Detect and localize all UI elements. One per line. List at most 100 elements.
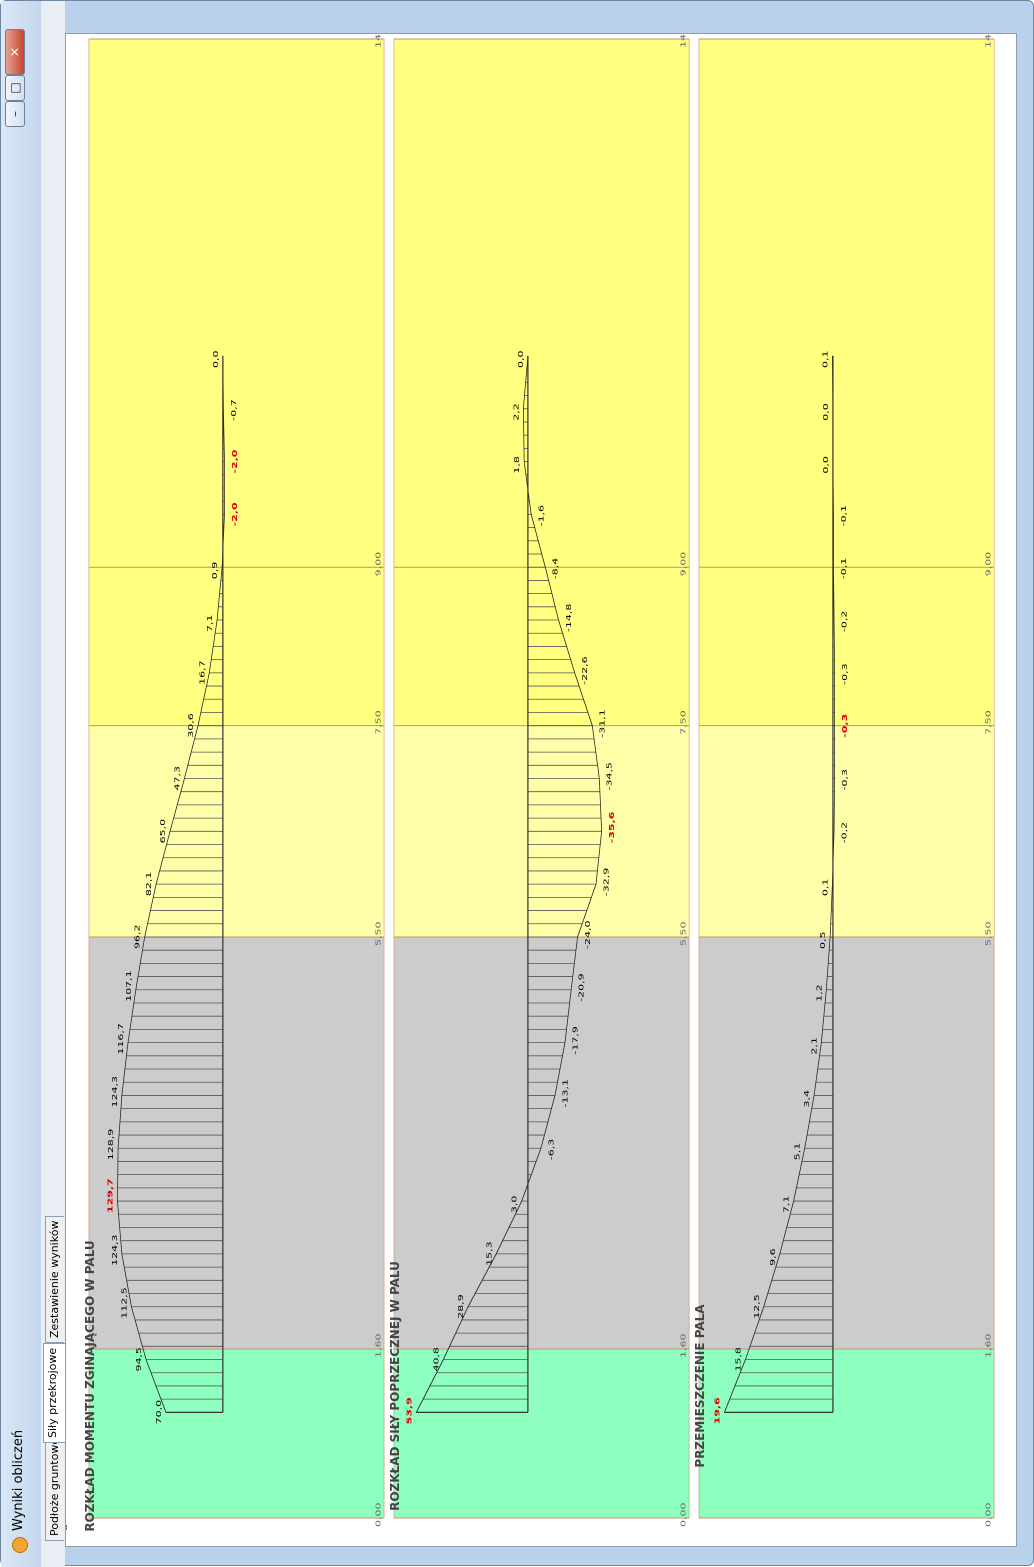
chart-1-data-label: 116,7 [118, 1023, 125, 1055]
chart-2-soil-layer-5 [393, 39, 690, 568]
chart-1-data-label: 16,7 [199, 660, 206, 685]
chart-3-depth-tick-label: 14,00 [985, 34, 992, 48]
chart-1-subtitle: Mmax = 129,7 kNm [66, 1480, 68, 1546]
chart-1-depth-tick-label: 7,50 [375, 710, 382, 735]
chart-1-soil-layer-1 [88, 1348, 385, 1518]
chart-3-soil-layer-3 [699, 725, 995, 937]
chart-3-data-label: 3,4 [804, 1090, 811, 1108]
chart-3-soil-layer-5 [699, 39, 995, 568]
chart-1-data-label: 65,0 [160, 819, 167, 844]
window-title: Wyniki obliczeń [11, 1429, 26, 1531]
tab-bar: Podłoże gruntowe Siły przekrojowe Zestaw… [41, 1, 65, 1567]
chart-1-data-label: 7,1 [207, 615, 214, 632]
minimize-button[interactable]: – [5, 101, 25, 127]
chart-2-data-label: -13,1 [562, 1079, 569, 1107]
charts-canvas: 0,00 1,60 5,50 7,50 9,00 14,00 70,0 94,5 112,5 12… [66, 34, 995, 1546]
charts-group: 0,00 1,60 5,50 7,50 9,00 14,00 70,0 94,5 112,5 12… [66, 34, 995, 1546]
chart-3-data-label: 2,1 [811, 1037, 818, 1054]
chart-2-data-label: 28,9 [458, 1294, 465, 1319]
chart-1-data-label: -2,0 [232, 502, 239, 526]
chart-3-depth-tick-label: 1,60 [985, 1333, 992, 1358]
chart-3-data-label: 12,5 [754, 1294, 761, 1319]
chart-2-data-label: -24,0 [585, 920, 592, 949]
chart-1-data-label: 47,3 [174, 766, 181, 791]
chart-2-data-label: -1,6 [538, 505, 545, 527]
chart-1-data-label: 96,2 [135, 924, 142, 948]
chart-1-depth-tick-label: 9,00 [375, 552, 382, 577]
chart-2-data-label: -6,3 [548, 1139, 555, 1161]
chart-3-depth-tick-label: 7,50 [985, 710, 992, 735]
chart-2-data-label: -32,9 [603, 867, 610, 896]
tab-podloze-gruntowe[interactable]: Podłoże gruntowe [45, 1432, 64, 1541]
chart-3-data-label: -0,3 [842, 714, 849, 738]
chart-3-data-label: 0,0 [823, 403, 830, 421]
chart-3-title: PRZEMIESZCZENIE PALA [693, 1304, 707, 1468]
chart-3-data-label: 7,1 [783, 1196, 790, 1213]
chart-3-depth-tick-label: 5,50 [985, 921, 992, 946]
chart-2-title: ROZKŁAD SIŁY POPRZECZNEJ W PALU [388, 1261, 402, 1511]
chart-3-data-label: 5,1 [795, 1143, 802, 1160]
chart-3-data-label: 0,5 [820, 931, 827, 949]
chart-1-data-label: 124,3 [112, 1076, 119, 1108]
chart-1-data-label: 112,5 [121, 1287, 128, 1319]
chart-3-depth-tick-label: 0,00 [985, 1502, 992, 1527]
chart-2-data-label: 53,9 [406, 1397, 413, 1424]
chart-3-data-label: 1,2 [816, 984, 823, 1001]
chart-2-data-label: 40,8 [433, 1347, 440, 1372]
chart-1-series-line [117, 355, 225, 1413]
chart-3-data-label: 0,1 [822, 350, 829, 367]
chart-3-data-label: -0,3 [842, 769, 849, 791]
chart-1-soil-layer-4 [88, 567, 385, 726]
chart-1-data-label: 70,0 [156, 1400, 163, 1425]
chart-1-data-label: 128,9 [108, 1129, 115, 1161]
chart-1-data-label: 0,9 [212, 562, 219, 580]
chart-3-data-label: -0,3 [842, 663, 849, 685]
close-button[interactable]: ✕ [5, 29, 25, 75]
chart-3-data-label: -0,1 [841, 558, 848, 579]
tab-sily-przekrojowe[interactable]: Siły przekrojowe [43, 1342, 65, 1443]
chart-3-soil-layer-2 [699, 936, 995, 1349]
chart-2-data-label: -34,5 [607, 762, 614, 791]
chart-3-subtitle: Dmax = 19,6 mm [66, 1488, 68, 1546]
chart-2-data-label: -31,1 [599, 709, 606, 737]
chart-1-data-label: 82,1 [146, 872, 153, 896]
chart-2-data-label: -14,8 [566, 603, 573, 632]
chart-2-data-label: 3,0 [512, 1195, 519, 1213]
chart-2-depth-tick-label: 0,00 [680, 1502, 687, 1527]
chart-2-depth-tick-label: 9,00 [680, 552, 687, 577]
chart-1-soil-layer-2 [88, 936, 385, 1349]
chart-2-data-label: -20,9 [578, 973, 585, 1002]
chart-1-data-label: 0,0 [213, 350, 220, 368]
chart-1-data-label: 94,5 [136, 1347, 143, 1372]
chart-2-data-label: -35,6 [609, 812, 616, 844]
chart-2-depth-tick-label: 14,00 [680, 34, 687, 48]
chart-2-soil-layer-1 [393, 1348, 690, 1518]
chart-1-depth-tick-label: 14,00 [375, 34, 382, 48]
chart-2-soil-layer-2 [393, 936, 690, 1349]
chart-2-data-label: 15,3 [486, 1241, 493, 1266]
chart-2-data-label: -8,4 [552, 558, 559, 580]
maximize-button[interactable]: □ [5, 75, 25, 101]
chart-1-data-label: 129,7 [107, 1178, 114, 1213]
chart-1-depth-tick-label: 5,50 [375, 921, 382, 946]
chart-2-data-label: 0,0 [518, 350, 525, 368]
chart-3-data-label: -0,2 [841, 822, 848, 843]
chart-3-soil-layer-4 [699, 567, 995, 726]
chart-2-depth-tick-label: 5,50 [680, 921, 687, 946]
calculator-app-icon [12, 1537, 28, 1553]
chart-3-data-label: 0,0 [823, 456, 830, 474]
chart-2-data-label: -22,6 [582, 656, 589, 685]
chart-1-data-label: 107,1 [126, 970, 133, 1001]
chart-1-soil-layer-5 [88, 39, 385, 568]
chart-3-depth-tick-label: 9,00 [985, 552, 992, 577]
chart-2-series-line [416, 355, 602, 1413]
chart-1-frame [88, 38, 385, 1519]
chart-1-title: ROZKŁAD MOMENTU ZGINAJĄCEGO W PALU [83, 1240, 97, 1531]
chart-3-data-label: -0,2 [841, 611, 848, 632]
chart-3-frame [698, 38, 995, 1519]
results-panel: 0,00 1,60 5,50 7,50 9,00 14,00 70,0 94,5 112,5 12… [65, 33, 1017, 1547]
tab-zestawienie-wynikow[interactable]: Zestawienie wyników [45, 1215, 64, 1343]
chart-3-data-label: 15,8 [735, 1347, 742, 1372]
chart-3-soil-layer-1 [699, 1348, 995, 1518]
title-bar[interactable]: Wyniki obliczeń – □ ✕ [1, 1, 41, 1567]
